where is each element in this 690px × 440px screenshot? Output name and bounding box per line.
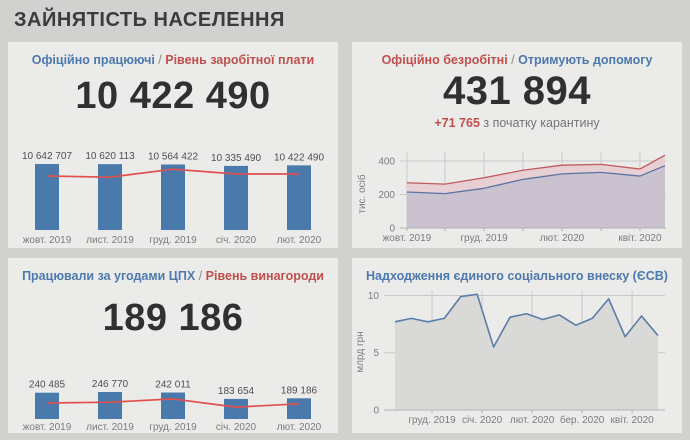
svg-text:бер. 2020: бер. 2020 <box>560 414 605 426</box>
svg-text:189 186: 189 186 <box>281 385 318 396</box>
svg-text:січ. 2020: січ. 2020 <box>216 422 257 433</box>
panel-cpx: Працювали за угодами ЦПХ / Рівень винаго… <box>8 258 338 433</box>
cpx-title-secondary: Рівень винагороди <box>205 269 324 283</box>
cpx-title-primary: Працювали за угодами ЦПХ <box>22 269 196 283</box>
delta-suffix: з початку карантину <box>479 116 600 130</box>
cpx-big-number: 189 186 <box>102 297 244 339</box>
svg-text:тис. осіб: тис. осіб <box>356 174 368 214</box>
svg-text:лист. 2019: лист. 2019 <box>86 235 134 246</box>
svg-text:10 564 422: 10 564 422 <box>148 151 198 162</box>
svg-text:лист. 2019: лист. 2019 <box>86 422 134 433</box>
esv-title: Надходження єдиного соціального внеску (… <box>366 269 668 283</box>
svg-text:лют. 2020: лют. 2020 <box>277 235 322 246</box>
svg-text:10 422 490: 10 422 490 <box>274 152 324 163</box>
svg-text:246 770: 246 770 <box>92 379 129 390</box>
svg-text:200: 200 <box>378 190 395 201</box>
panel-employed: Офіційно працюючі / Рівень заробітної пл… <box>8 42 338 248</box>
esv-line-chart[interactable]: 0 5 10 груд. 2019 січ. 2020 лют. 2020 бер. 202… <box>352 286 682 433</box>
svg-text:лют. 2020: лют. 2020 <box>277 422 322 433</box>
svg-text:183 654: 183 654 <box>218 386 255 397</box>
cpx-bar-chart[interactable]: 240 485 жовт. 2019 246 770 лист. 2019 242 01… <box>8 368 338 433</box>
svg-text:січ. 2020: січ. 2020 <box>462 415 503 426</box>
svg-text:січ. 2020: січ. 2020 <box>216 235 257 246</box>
svg-text:млрд грн: млрд грн <box>355 331 366 372</box>
panel-employed-title: Офіційно працюючі / Рівень заробітної пл… <box>8 42 338 67</box>
unemployed-title-primary: Офіційно безробітні <box>381 53 508 67</box>
title-separator: / <box>507 53 519 67</box>
svg-text:груд. 2019: груд. 2019 <box>408 415 456 426</box>
panel-unemployed-title: Офіційно безробітні / Отримують допомогу <box>352 42 682 67</box>
employed-big-number: 10 422 490 <box>75 75 271 117</box>
svg-text:квіт. 2020: квіт. 2020 <box>618 233 662 244</box>
svg-text:10 620 113: 10 620 113 <box>85 151 135 162</box>
svg-text:242 011: 242 011 <box>155 380 191 391</box>
panel-unemployed: Офіційно безробітні / Отримують допомогу… <box>352 42 682 248</box>
svg-text:лют. 2020: лют. 2020 <box>510 415 555 426</box>
svg-text:400: 400 <box>378 157 395 168</box>
svg-text:груд. 2019: груд. 2019 <box>460 233 508 244</box>
svg-text:10 335 490: 10 335 490 <box>211 153 261 164</box>
svg-text:жовт. 2019: жовт. 2019 <box>383 233 432 244</box>
svg-text:груд. 2019: груд. 2019 <box>149 422 197 433</box>
svg-text:5: 5 <box>373 348 379 359</box>
title-separator: / <box>154 53 166 67</box>
svg-text:лют. 2020: лют. 2020 <box>540 233 585 244</box>
page-title: ЗАЙНЯТІСТЬ НАСЕЛЕННЯ <box>14 9 285 31</box>
unemployed-title-secondary: Отримують допомогу <box>518 53 653 67</box>
panel-esv: Надходження єдиного соціального внеску (… <box>352 258 682 433</box>
panel-esv-title: Надходження єдиного соціального внеску (… <box>352 258 682 283</box>
svg-text:груд. 2019: груд. 2019 <box>149 235 197 246</box>
svg-text:0: 0 <box>373 406 379 417</box>
svg-text:жовт. 2019: жовт. 2019 <box>23 235 72 246</box>
svg-text:240 485: 240 485 <box>29 380 66 391</box>
svg-text:квіт. 2020: квіт. 2020 <box>611 415 655 426</box>
svg-text:10 642 707: 10 642 707 <box>22 151 72 162</box>
unemployed-area-chart[interactable]: 0 200 400 жовт. 2019 груд. 2019 лют. 2020 квіт… <box>352 142 682 248</box>
svg-text:жовт. 2019: жовт. 2019 <box>23 422 72 433</box>
employed-bar-chart[interactable]: 10 642 707 жовт. 2019 10 620 113 лист. 2019… <box>8 142 338 248</box>
panel-cpx-title: Працювали за угодами ЦПХ / Рівень винаго… <box>8 258 338 283</box>
employed-title-primary: Офіційно працюючі <box>31 53 155 67</box>
svg-text:10: 10 <box>368 291 380 302</box>
employed-title-secondary: Рівень заробітної плати <box>165 53 315 67</box>
quarantine-delta: +71 765 з початку карантину <box>352 116 682 130</box>
delta-value: +71 765 <box>434 116 480 130</box>
unemployed-big-number: 431 894 <box>442 69 592 113</box>
svg-text:0: 0 <box>389 224 395 235</box>
title-separator: / <box>195 269 206 283</box>
